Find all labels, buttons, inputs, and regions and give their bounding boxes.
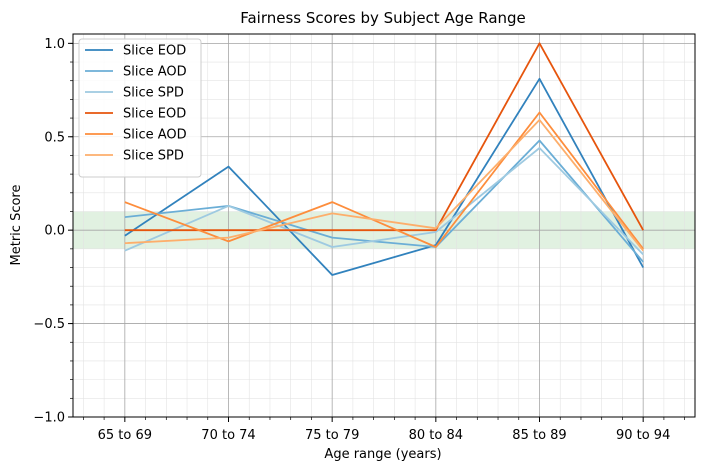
legend-label: Slice EOD	[123, 44, 186, 59]
y-tick-label: 1.0	[44, 37, 65, 52]
legend-label: Slice EOD	[123, 107, 186, 122]
chart-title: Fairness Scores by Subject Age Range	[240, 9, 526, 27]
x-tick-label: 70 to 74	[201, 428, 255, 443]
series-line-0	[124, 77, 644, 276]
series-line-5	[124, 119, 644, 252]
series-line-4	[124, 111, 644, 250]
legend-label: Slice AOD	[123, 65, 187, 80]
legend-label: Slice SPD	[123, 86, 184, 101]
legend-box	[78, 38, 202, 178]
y-tick-label: 0.5	[44, 130, 65, 145]
legend-label: Slice SPD	[123, 149, 184, 164]
legend-label: Slice AOD	[123, 128, 187, 143]
series-line-2	[124, 147, 644, 256]
x-tick-label: 75 to 79	[305, 428, 359, 443]
plot-frame	[72, 33, 696, 418]
legend: Slice EOD Slice AOD Slice SPD Slice EOD Slic…	[78, 38, 202, 178]
x-tick-label: 80 to 84	[409, 428, 463, 443]
x-axis-label: Age range (years)	[324, 447, 441, 462]
x-tick-label: 90 to 94	[616, 428, 670, 443]
series-line-3	[124, 42, 644, 232]
y-tick-label: −1.0	[33, 411, 65, 426]
y-tick-label: 0.0	[44, 224, 65, 239]
x-tick-label: 65 to 69	[98, 428, 152, 443]
series-line-1	[124, 139, 644, 263]
y-axis-label: Metric Score	[9, 185, 24, 266]
y-tick-label: −0.5	[33, 317, 65, 332]
x-tick-label: 85 to 89	[512, 428, 566, 443]
